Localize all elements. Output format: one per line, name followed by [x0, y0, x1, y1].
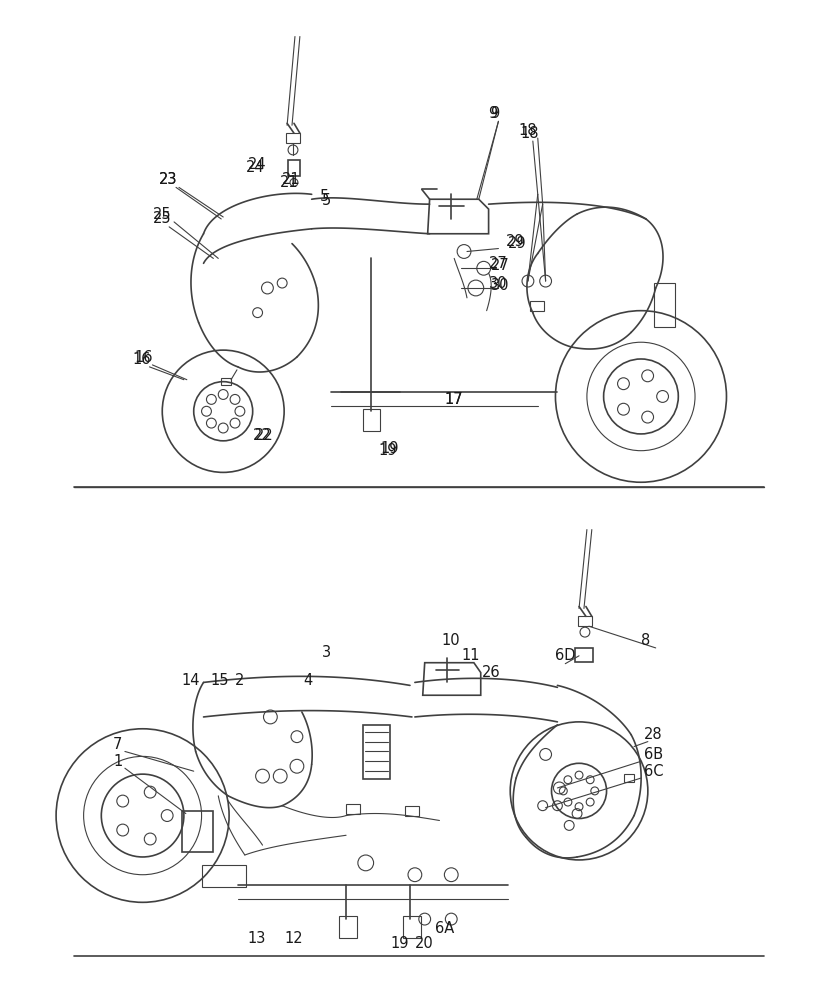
Bar	[288, 160, 299, 176]
Bar	[221, 378, 231, 385]
Text: 23: 23	[159, 172, 178, 187]
Text: 13: 13	[248, 931, 266, 946]
Text: 28: 28	[644, 727, 663, 742]
Bar	[578, 616, 592, 626]
Text: 21: 21	[280, 175, 299, 190]
Bar	[624, 774, 634, 782]
Text: 16: 16	[133, 352, 151, 367]
Text: 22: 22	[255, 428, 273, 443]
Text: 5: 5	[322, 193, 330, 208]
Text: 27: 27	[489, 256, 508, 271]
Text: 25: 25	[153, 211, 171, 226]
Text: 21: 21	[282, 172, 301, 187]
Text: 29: 29	[508, 236, 527, 251]
Text: 6D: 6D	[556, 648, 576, 663]
Text: 19: 19	[380, 441, 399, 456]
Text: 22: 22	[253, 428, 272, 443]
Text: 12: 12	[284, 931, 303, 946]
Text: 9: 9	[490, 106, 500, 121]
Bar	[182, 811, 213, 852]
Text: 18: 18	[520, 126, 539, 141]
Text: 19: 19	[390, 936, 409, 951]
Text: 2: 2	[235, 673, 244, 688]
Bar	[363, 725, 390, 779]
Text: 29: 29	[506, 234, 525, 249]
Text: 17: 17	[445, 392, 463, 407]
Text: 27: 27	[490, 258, 509, 273]
Bar	[202, 865, 246, 887]
Text: 6A: 6A	[435, 921, 454, 936]
Text: 4: 4	[304, 673, 313, 688]
Bar	[339, 916, 357, 938]
Text: 20: 20	[415, 936, 433, 951]
Text: 25: 25	[153, 207, 171, 222]
Text: 14: 14	[182, 673, 201, 688]
Text: 26: 26	[481, 665, 500, 680]
Bar	[403, 916, 421, 938]
Bar	[575, 648, 592, 662]
Text: 18: 18	[518, 123, 537, 138]
Text: 5: 5	[320, 189, 329, 204]
Text: 17: 17	[445, 392, 463, 407]
Text: 11: 11	[461, 648, 480, 663]
Text: 19: 19	[379, 443, 397, 458]
Bar	[530, 301, 543, 311]
Text: 3: 3	[322, 645, 330, 660]
Text: 23: 23	[159, 172, 178, 187]
Text: 8: 8	[641, 633, 650, 648]
Bar	[363, 409, 380, 431]
Bar	[405, 806, 419, 816]
Text: 9: 9	[489, 106, 498, 121]
Text: 16: 16	[135, 350, 153, 365]
Text: 24: 24	[248, 157, 266, 172]
Bar	[286, 133, 299, 143]
Text: 6B: 6B	[644, 747, 663, 762]
Text: 24: 24	[246, 160, 264, 175]
Text: 6C: 6C	[644, 764, 663, 779]
Text: 15: 15	[211, 673, 229, 688]
Text: 1: 1	[113, 754, 122, 769]
Text: 10: 10	[441, 633, 460, 648]
Bar	[346, 804, 360, 814]
Text: 7: 7	[113, 737, 122, 752]
Text: 30: 30	[490, 278, 509, 293]
Text: 30: 30	[489, 276, 507, 291]
Bar	[654, 283, 676, 327]
